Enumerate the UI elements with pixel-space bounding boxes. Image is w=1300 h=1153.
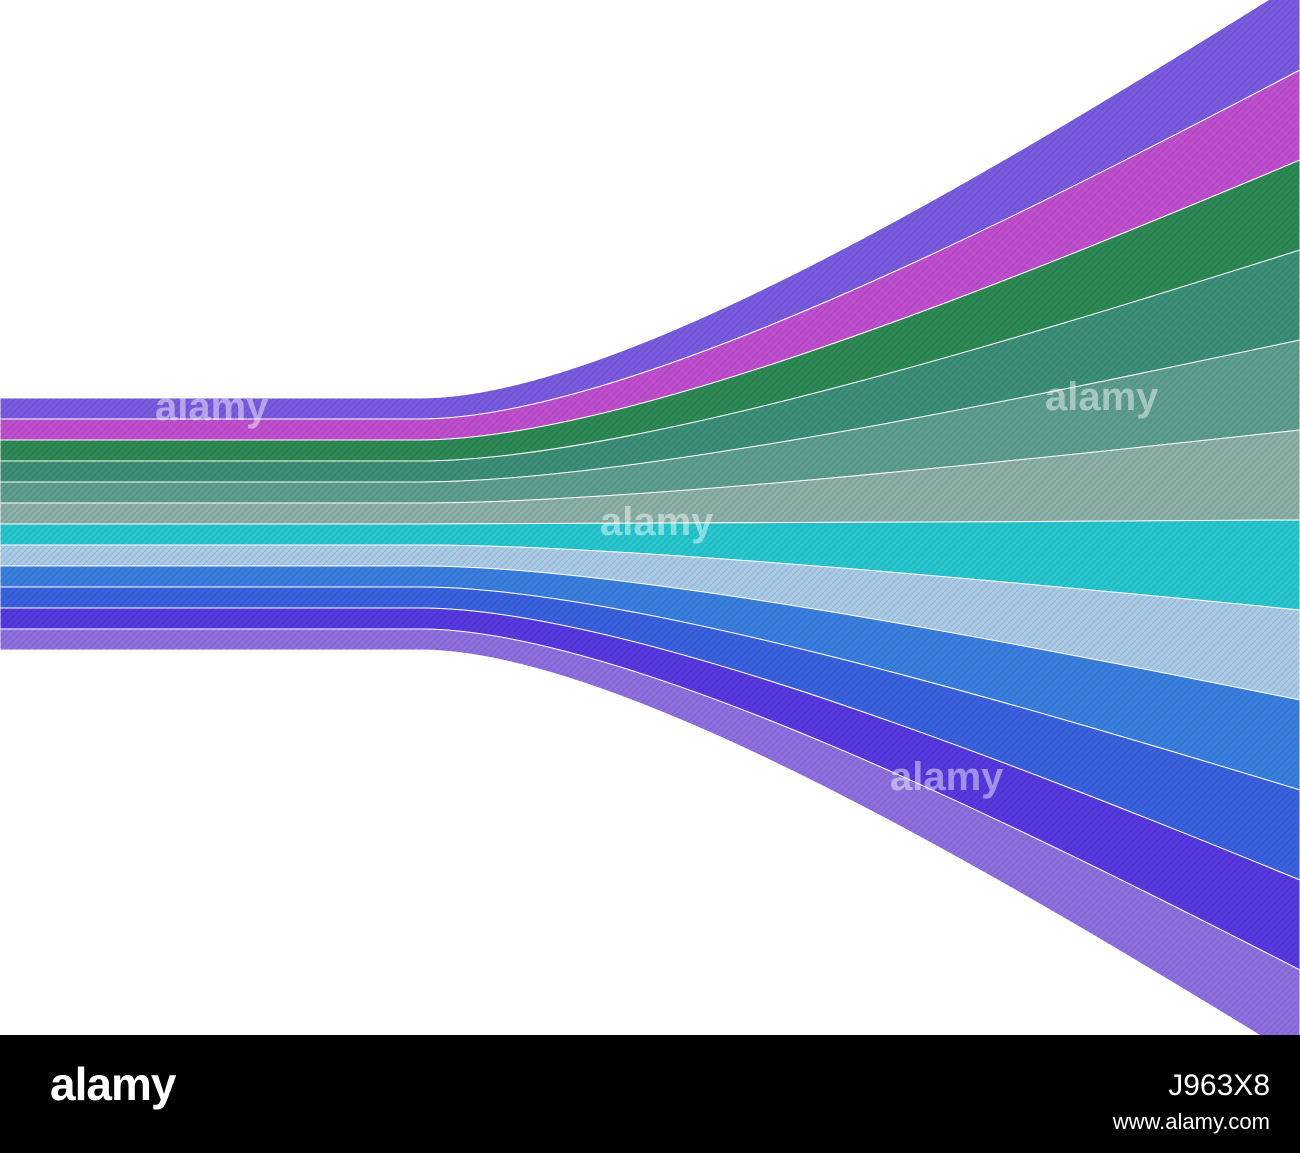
stock-footer-bar: alamy J963X8 www.alamy.com: [0, 1035, 1300, 1153]
website-url-label: www.alamy.com: [1112, 1109, 1270, 1134]
watermark-3: alamy: [1045, 375, 1159, 419]
band-texture-3: [0, 160, 1300, 461]
band-texture-6: [0, 430, 1300, 524]
band-texture-4: [0, 250, 1300, 482]
band-texture-11: [0, 608, 1300, 970]
watermark-1: alamy: [155, 385, 269, 429]
band-texture-2: [0, 70, 1300, 440]
alamy-logo: alamy: [50, 1058, 176, 1110]
band-texture-5: [0, 340, 1300, 503]
band-texture-9: [0, 566, 1300, 790]
band-texture-8: [0, 545, 1300, 700]
abstract-curved-bands-artwork: alamy alamy alamy alamy: [0, 0, 1300, 1035]
watermark-4: alamy: [890, 755, 1004, 799]
image-id-label: J963X8: [1168, 1069, 1270, 1102]
bands-graphic: alamy alamy alamy alamy: [0, 0, 1300, 1035]
watermark-2: alamy: [600, 500, 714, 544]
band-texture-7: [0, 520, 1300, 610]
